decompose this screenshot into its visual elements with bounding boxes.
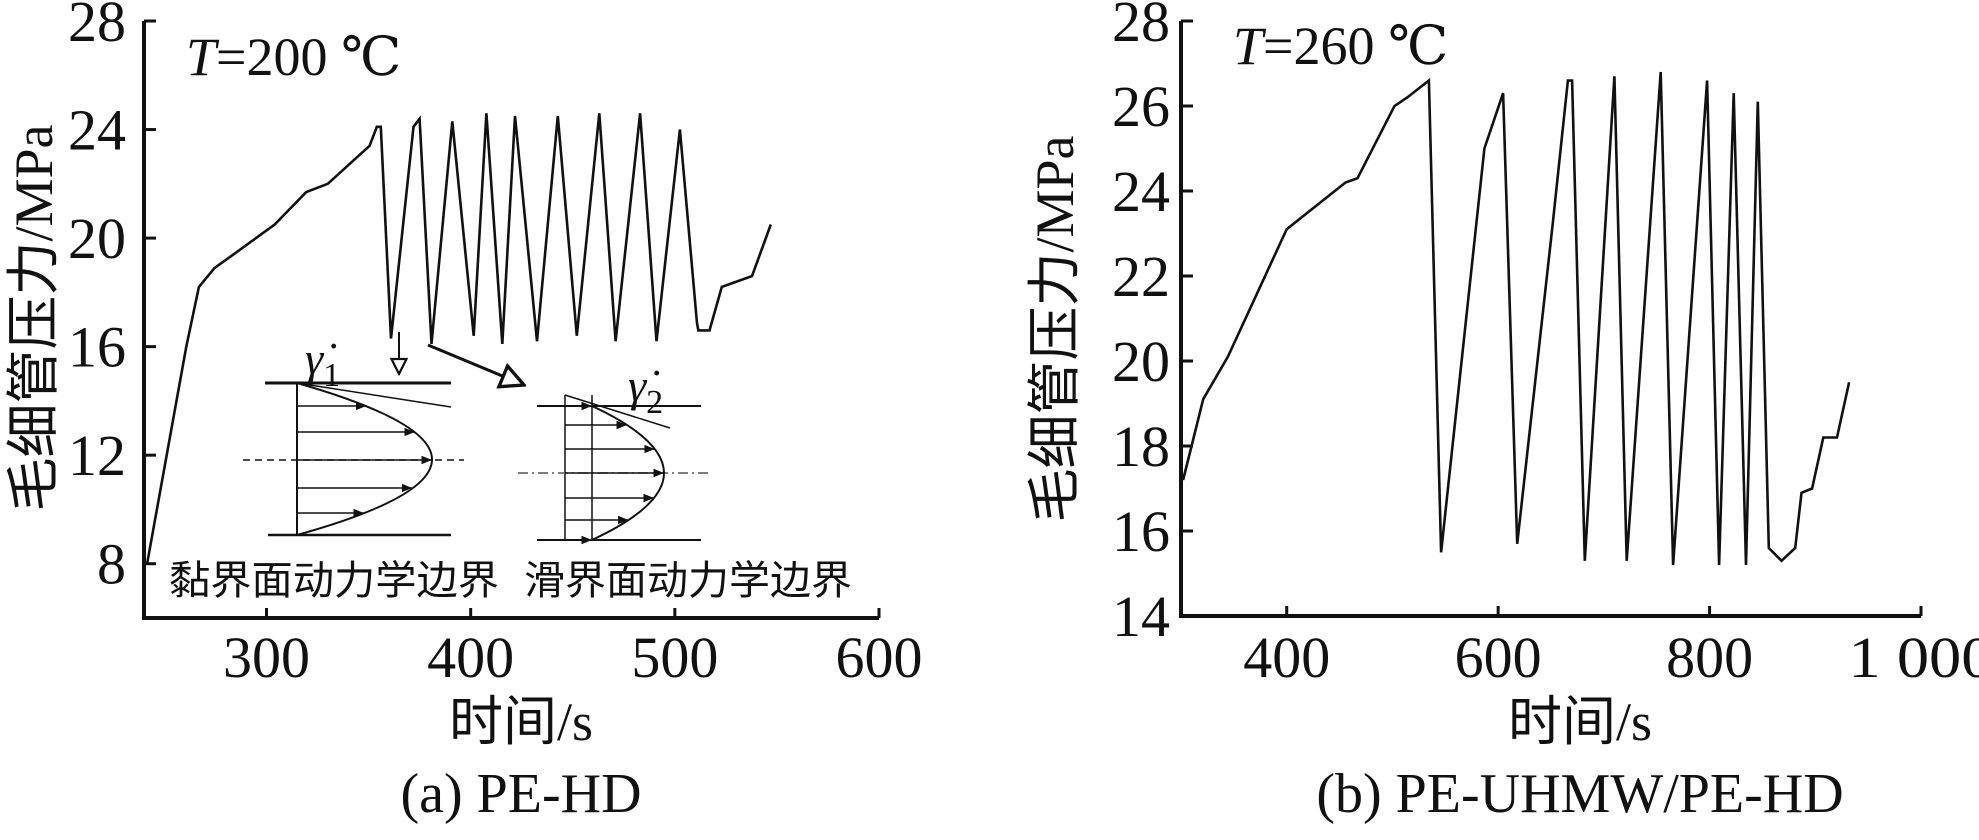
inset-caption-2: 滑界面动力学边界 bbox=[524, 558, 852, 603]
x-tick-label: 400 bbox=[427, 625, 514, 690]
temperature-value: =260 ℃ bbox=[1263, 16, 1448, 76]
y-axis-label: 毛细管压力/MPa bbox=[1025, 135, 1085, 522]
temperature-annotation: T=260 ℃ bbox=[1233, 16, 1448, 76]
y-tick-label: 28 bbox=[1112, 0, 1170, 54]
shear-rate-label-1: γ̇1 bbox=[305, 333, 340, 394]
panel-caption: (b) PE-UHMW/PE-HD bbox=[1316, 763, 1843, 825]
velocity-profile-insets: γ̇1 黏界面动力学边界 γ̇2 滑界面动力学边界 bbox=[169, 332, 852, 603]
series-line-pe-uhmw-pe-hd bbox=[1181, 71, 1851, 566]
y-tick-label: 16 bbox=[1112, 499, 1170, 564]
x-tick-label: 400 bbox=[1243, 625, 1330, 690]
x-tick-label: 1 000 bbox=[1849, 625, 1979, 690]
y-tick-label: 20 bbox=[68, 206, 126, 271]
x-tick-label: 600 bbox=[836, 625, 923, 690]
temperature-variable: T bbox=[1233, 16, 1267, 76]
y-tick-label: 16 bbox=[68, 315, 126, 380]
shear-rate-label-2: γ̇2 bbox=[628, 360, 663, 421]
temperature-annotation: T=200 ℃ bbox=[186, 27, 401, 87]
inset1-tangent-line bbox=[296, 382, 452, 408]
y-tick-label: 14 bbox=[1112, 584, 1170, 649]
panel-caption: (a) PE-HD bbox=[400, 763, 641, 825]
x-tick-label: 500 bbox=[631, 625, 718, 690]
x-tick-label: 600 bbox=[1455, 625, 1542, 690]
x-tick-label: 300 bbox=[223, 625, 310, 690]
y-tick-label: 20 bbox=[1112, 329, 1170, 394]
y-tick-label: 24 bbox=[68, 98, 126, 163]
y-tick-label: 22 bbox=[1112, 244, 1170, 309]
temperature-variable: T bbox=[186, 27, 220, 87]
x-tick-label: 800 bbox=[1666, 625, 1753, 690]
panel-b-pe-uhmw-pe-hd: 400 600 800 1 000 14 16 18 20 22 24 26 28 毛细管压力/MPa 时… bbox=[1025, 0, 1979, 825]
y-tick-label: 18 bbox=[1112, 414, 1170, 479]
temperature-value: =200 ℃ bbox=[216, 27, 401, 87]
y-axis-label: 毛细管压力/MPa bbox=[4, 124, 64, 511]
y-tick-label: 24 bbox=[1112, 159, 1170, 224]
series-line-pe-hd bbox=[145, 113, 773, 564]
y-tick-label: 8 bbox=[97, 532, 126, 597]
x-axis-label: 时间/s bbox=[1508, 692, 1652, 752]
shear-rate-subscript: 1 bbox=[323, 357, 340, 394]
inset-caption-1: 黏界面动力学边界 bbox=[169, 558, 499, 603]
pointer-arrow-2 bbox=[427, 343, 524, 385]
y-tick-label: 26 bbox=[1112, 74, 1170, 139]
shear-rate-subscript: 2 bbox=[646, 384, 663, 421]
panel-a-pe-hd: 300 400 500 60081216202428毛细管压力/MPa时间/s(a) … bbox=[4, 0, 923, 825]
y-tick-label: 28 bbox=[68, 0, 126, 54]
x-axis-label: 时间/s bbox=[449, 692, 593, 752]
inset2-tangent-line bbox=[564, 394, 671, 429]
y-tick-label: 12 bbox=[68, 423, 126, 488]
